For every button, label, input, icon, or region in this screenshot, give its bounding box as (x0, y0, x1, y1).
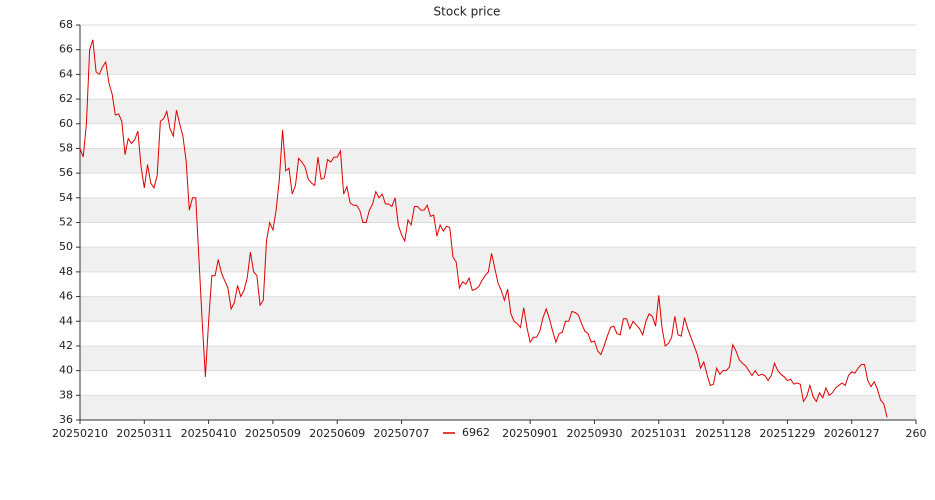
y-tick-label: 48 (59, 265, 73, 278)
grid-band (80, 247, 916, 272)
grid-band (80, 345, 916, 371)
grid-band (80, 99, 916, 124)
y-tick-label: 42 (59, 339, 73, 352)
y-tick-label: 54 (59, 191, 73, 204)
legend-label: 6962 (462, 426, 490, 439)
y-tick-label: 62 (59, 92, 73, 105)
x-tick-label: 20250901 (502, 427, 558, 440)
x-tick-label: 20250210 (52, 427, 108, 440)
grid-band (80, 49, 916, 75)
grid-band (80, 395, 916, 420)
x-tick-label: 20251128 (695, 427, 751, 440)
y-tick-label: 38 (59, 388, 73, 401)
y-tick-label: 68 (59, 18, 73, 31)
x-tick-label: 20250509 (245, 427, 301, 440)
y-tick-label: 46 (59, 290, 73, 303)
x-tick-label: 20250930 (566, 427, 622, 440)
x-tick-label: 20250410 (181, 427, 237, 440)
grid-band (80, 296, 916, 322)
grid-band (80, 197, 916, 223)
x-tick-label: 20251229 (759, 427, 815, 440)
y-tick-label: 64 (59, 67, 73, 80)
y-tick-label: 66 (59, 43, 73, 56)
y-tick-label: 50 (59, 240, 73, 253)
data-line (79, 39, 888, 418)
x-tick-label: 20250609 (309, 427, 365, 440)
x-tick-label: 20260127 (824, 427, 880, 440)
y-tick-label: 60 (59, 117, 73, 130)
chart-title: Stock price (434, 5, 501, 19)
y-tick-label: 44 (59, 314, 73, 327)
y-tick-label: 52 (59, 216, 73, 229)
y-tick-label: 58 (59, 141, 73, 154)
x-tick-label: 20250311 (116, 427, 172, 440)
y-tick-label: 40 (59, 364, 73, 377)
x-tick-label: 260 (906, 427, 927, 440)
x-tick-label: 20250707 (374, 427, 430, 440)
legend-bg (439, 426, 499, 440)
y-tick-label: 36 (59, 413, 73, 426)
grid-band (80, 148, 916, 174)
y-tick-label: 56 (59, 166, 73, 179)
x-tick-label: 20251031 (631, 427, 687, 440)
